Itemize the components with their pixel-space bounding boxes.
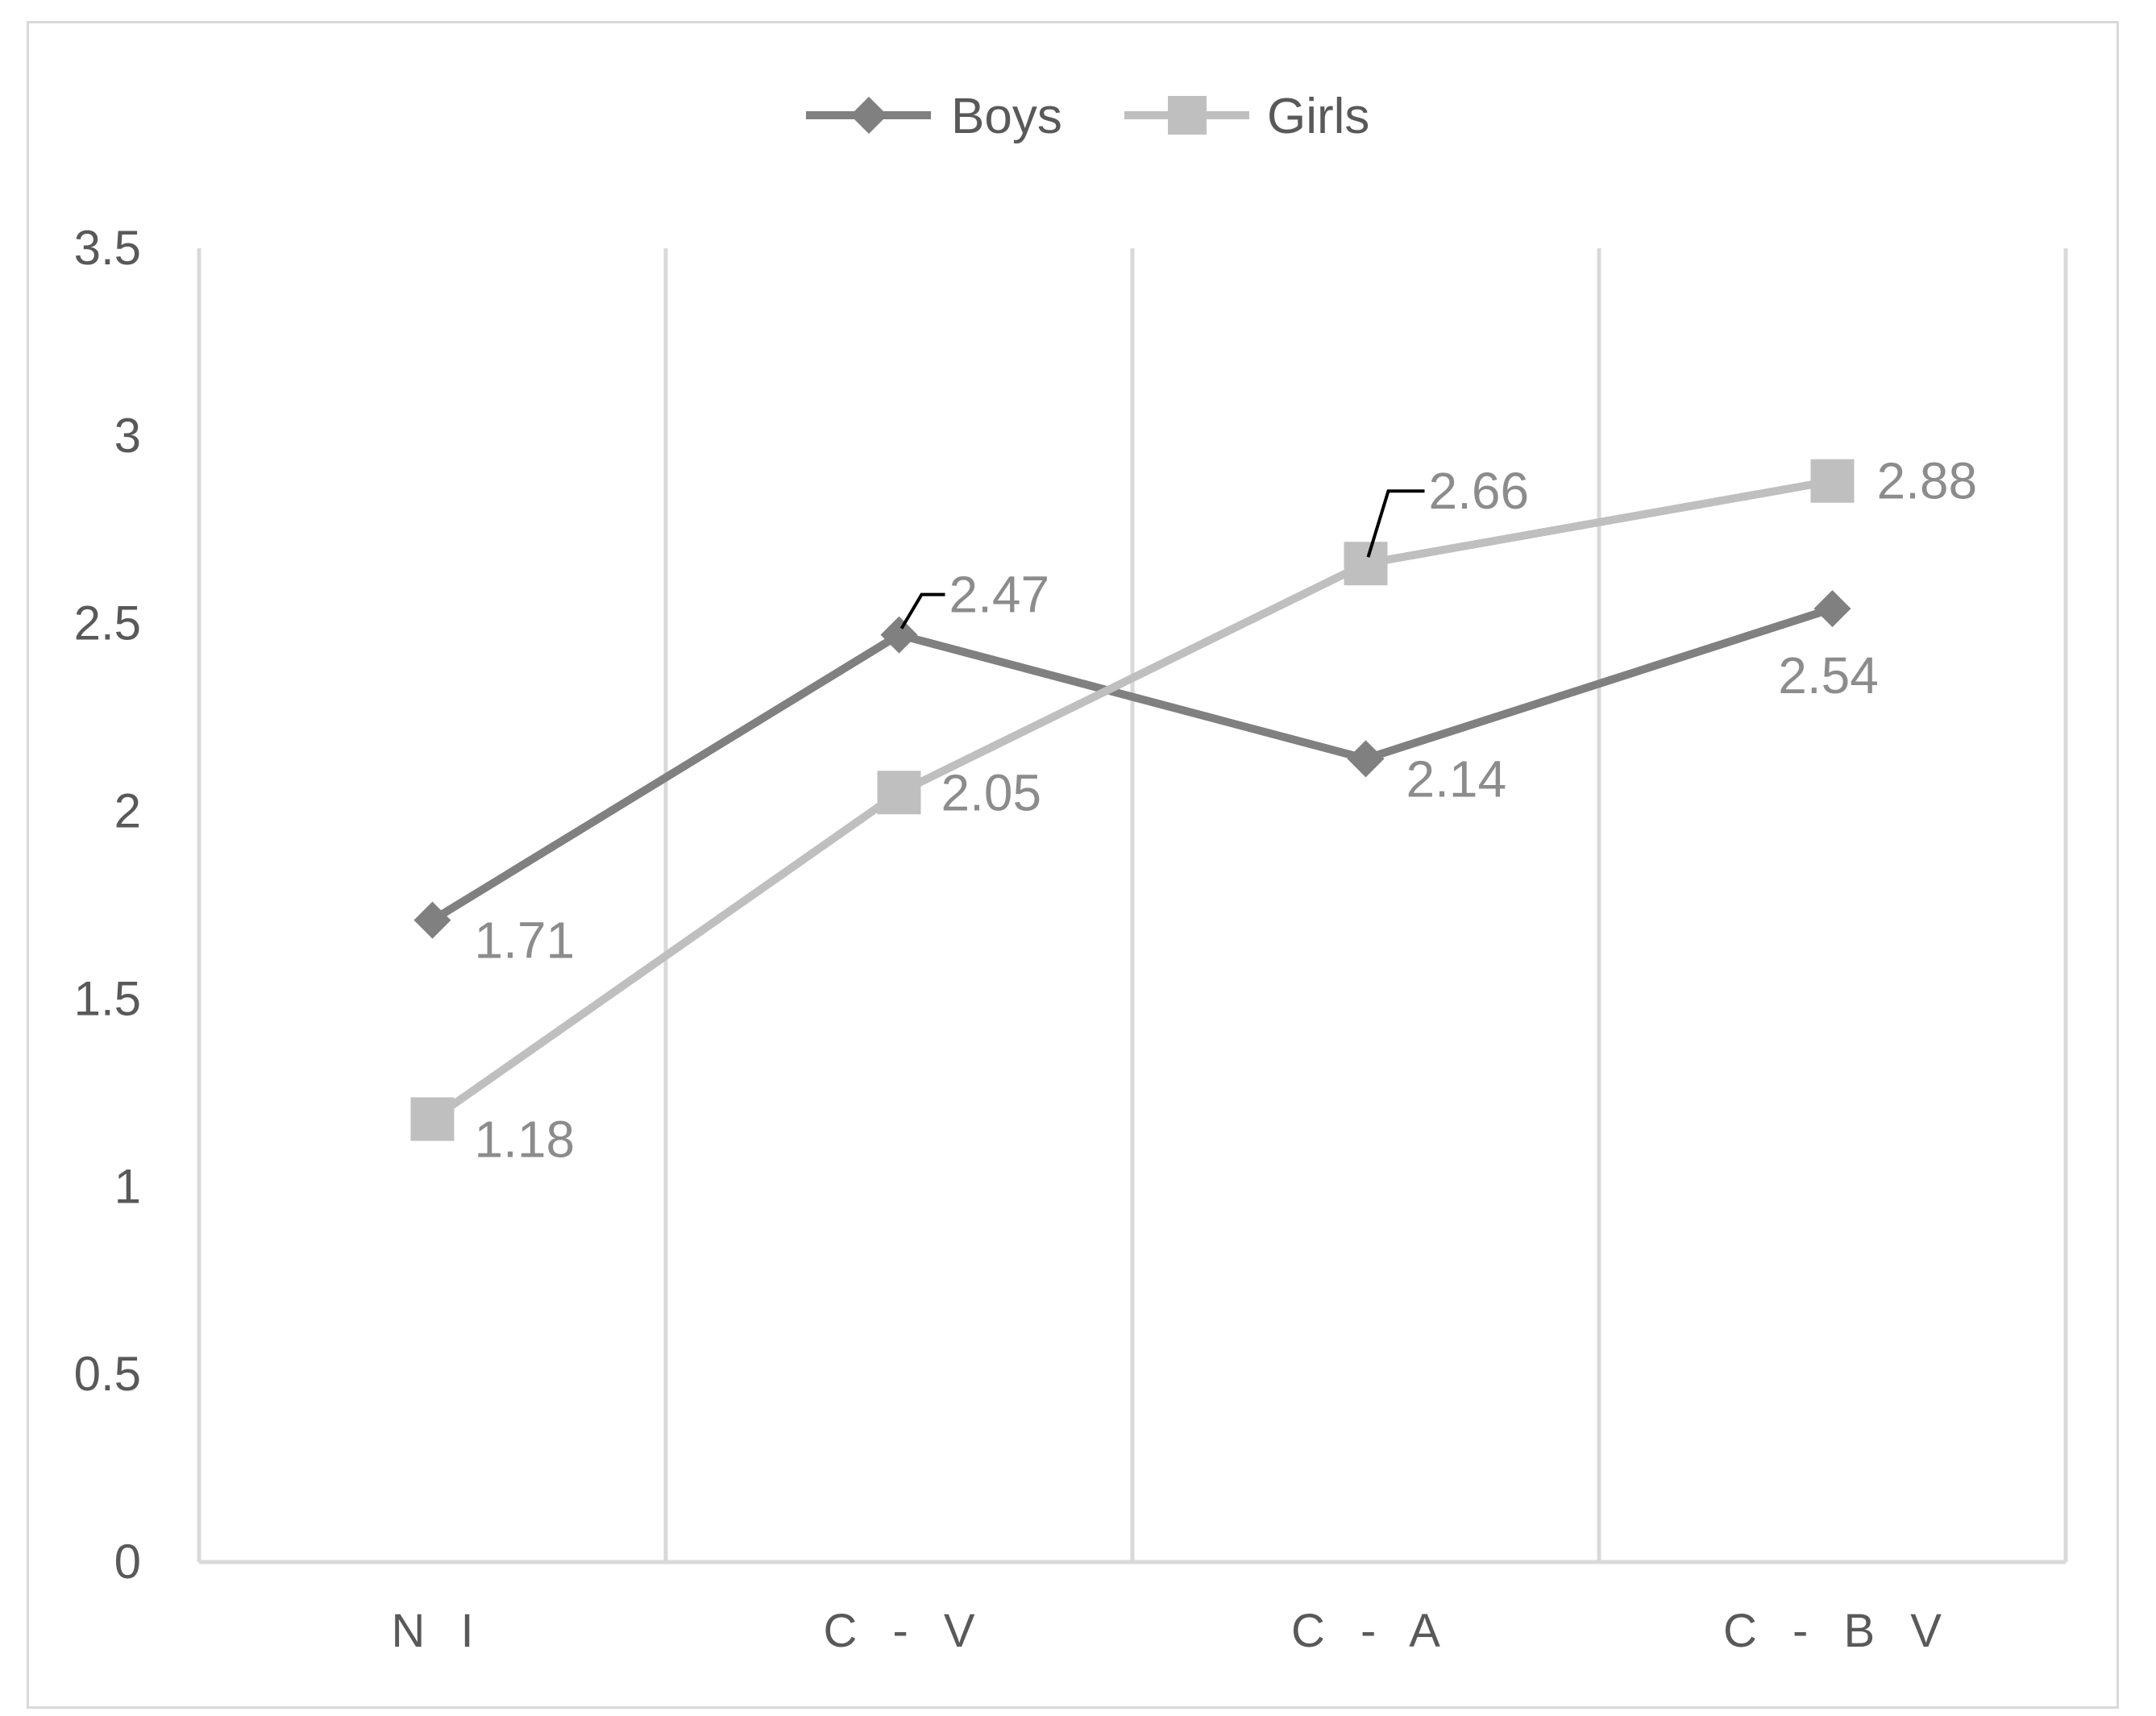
chart-frame	[27, 21, 2119, 1709]
marker-girls	[1344, 542, 1388, 586]
y-tick-label: 0.5	[74, 1347, 141, 1401]
y-tick-label: 2	[114, 784, 141, 838]
data-label-girls: 1.18	[475, 1110, 575, 1168]
data-label-boys: 1.71	[475, 912, 575, 970]
legend-label-girls: Girls	[1267, 89, 1369, 144]
marker-girls	[410, 1097, 455, 1141]
marker-boys	[880, 616, 918, 654]
data-label-layer: 1.71 2.47 2.14 2.54 1.18 2.05 2.66 2.88	[475, 452, 1978, 1169]
y-tick-label: 2.5	[74, 596, 141, 650]
y-tick-label: 3.5	[74, 221, 141, 275]
marker-girls	[877, 771, 921, 815]
x-tick-label: C - V	[823, 1605, 986, 1657]
data-label-girls: 2.66	[1429, 462, 1530, 520]
marker-boys	[1813, 590, 1851, 628]
y-tick-label: 1.5	[74, 971, 141, 1025]
axis-layer: 0 0.5 1 1.5 2 2.5 3 3.5 N I C - V C - A C - B V	[74, 221, 2066, 1657]
leader-line	[899, 592, 945, 629]
x-tick-label: C - A	[1291, 1605, 1452, 1657]
grid-layer	[197, 248, 2068, 1562]
leader-line	[1366, 489, 1425, 558]
y-tick-label: 0	[114, 1535, 141, 1589]
data-label-boys: 2.54	[1778, 646, 1879, 704]
data-label-boys: 2.14	[1406, 750, 1507, 808]
marker-boys	[1347, 740, 1385, 778]
legend-marker-boys	[850, 97, 887, 134]
series-line-girls	[430, 476, 1834, 1123]
legend-marker-girls	[1168, 96, 1207, 135]
legend-label-boys: Boys	[951, 89, 1062, 144]
y-tick-label: 3	[114, 409, 141, 463]
series-line-boys	[430, 605, 1834, 924]
x-tick-label: N I	[391, 1605, 484, 1657]
data-label-boys: 2.47	[949, 566, 1050, 624]
series-layer	[410, 459, 1855, 1141]
data-label-girls: 2.88	[1877, 452, 1978, 510]
y-tick-label: 1	[114, 1159, 141, 1213]
data-label-girls: 2.05	[941, 763, 1042, 821]
x-tick-label: C - B V	[1723, 1605, 1953, 1657]
marker-girls	[1810, 459, 1855, 503]
marker-boys	[413, 901, 451, 939]
legend: Boys Girls	[806, 89, 1369, 144]
